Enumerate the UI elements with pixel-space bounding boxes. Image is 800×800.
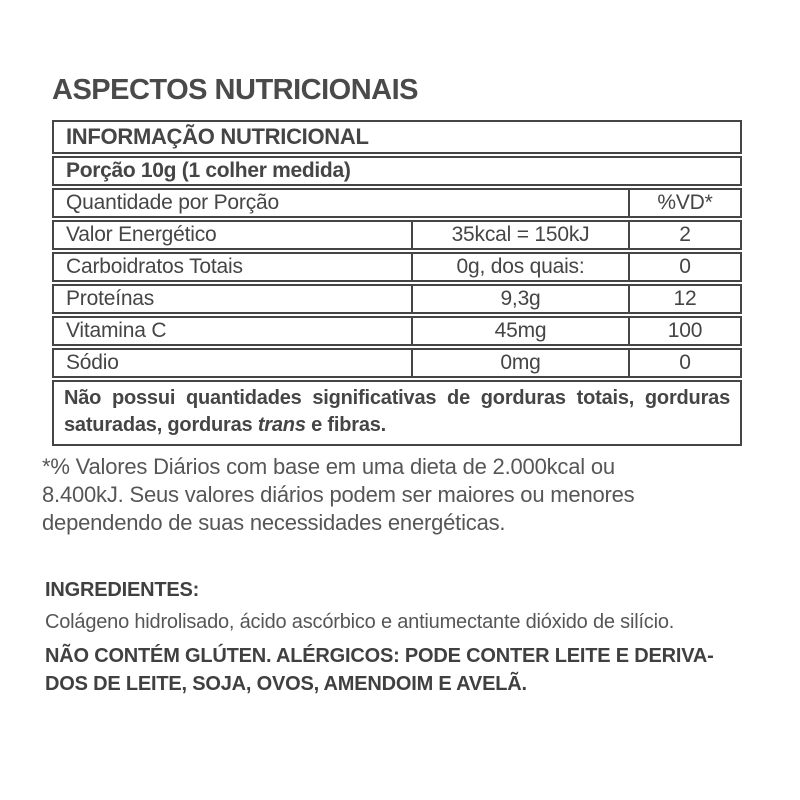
table-row: Vitamina C 45mg 100 — [52, 316, 742, 346]
nutrient-value: 45mg — [411, 318, 628, 344]
no-significant-amounts-note: Não possui quantidades significativas de… — [52, 380, 742, 446]
allergen-warning: NÃO CONTÉM GLÚTEN. ALÉRGICOS: PODE CONTE… — [45, 642, 761, 698]
daily-value-header: %VD* — [628, 190, 740, 216]
serving-size-label: Porção 10g (1 colher medida) — [66, 159, 351, 182]
allergen-line: DOS DE LEITE, SOJA, OVOS, AMENDOIM E AVE… — [45, 673, 527, 695]
nutrient-value: 9,3g — [411, 286, 628, 312]
nutrient-vd: 2 — [628, 222, 740, 248]
table-row: Carboidratos Totais 0g, dos quais: 0 — [52, 252, 742, 282]
ingredients-description: Colágeno hidrolisado, ácido ascórbico e … — [45, 611, 675, 633]
footnote-line: 8.400kJ. Seus valores diários podem ser … — [42, 482, 635, 507]
nutrient-vd: 12 — [628, 286, 740, 312]
nutrient-label: Sódio — [66, 351, 119, 374]
table-header-label: INFORMAÇÃO NUTRICIONAL — [66, 124, 369, 149]
table-header-row: INFORMAÇÃO NUTRICIONAL — [52, 120, 742, 154]
nutrient-label: Valor Energético — [66, 223, 217, 246]
nutrition-table: INFORMAÇÃO NUTRICIONAL Porção 10g (1 col… — [52, 120, 742, 446]
daily-values-footnote: *% Valores Diários com base em uma dieta… — [42, 453, 754, 537]
column-header-row: Quantidade por Porção %VD* — [52, 188, 742, 218]
nutrient-label: Vitamina C — [66, 319, 167, 342]
table-row: Sódio 0mg 0 — [52, 348, 742, 378]
ingredients-section: INGREDIENTES: Colágeno hidrolisado, ácid… — [45, 579, 761, 698]
nutrient-value: 0g, dos quais: — [411, 254, 628, 280]
nutrient-vd: 100 — [628, 318, 740, 344]
quantity-per-serving-label: Quantidade por Porção — [66, 191, 279, 214]
nutrient-value: 35kcal = 150kJ — [411, 222, 628, 248]
nutrient-value: 0mg — [411, 350, 628, 376]
table-row: Proteínas 9,3g 12 — [52, 284, 742, 314]
page-title: ASPECTOS NUTRICIONAIS — [52, 74, 419, 106]
nutrient-vd: 0 — [628, 350, 740, 376]
footnote-line: *% Valores Diários com base em uma dieta… — [42, 454, 615, 479]
footnote-line: dependendo de suas necessidades energéti… — [42, 510, 506, 535]
note-text-part1: Não possui quantidades significativas de… — [64, 387, 730, 436]
nutrient-label: Carboidratos Totais — [66, 255, 243, 278]
table-row: Valor Energético 35kcal = 150kJ 2 — [52, 220, 742, 250]
nutrient-label: Proteínas — [66, 287, 155, 310]
note-text-trans: trans — [257, 414, 306, 436]
nutrient-vd: 0 — [628, 254, 740, 280]
ingredients-heading: INGREDIENTES: — [45, 579, 200, 601]
allergen-line: NÃO CONTÉM GLÚTEN. ALÉRGICOS: PODE CONTE… — [45, 645, 714, 667]
serving-size-row: Porção 10g (1 colher medida) — [52, 156, 742, 186]
note-text-part2: e fibras. — [305, 414, 387, 436]
